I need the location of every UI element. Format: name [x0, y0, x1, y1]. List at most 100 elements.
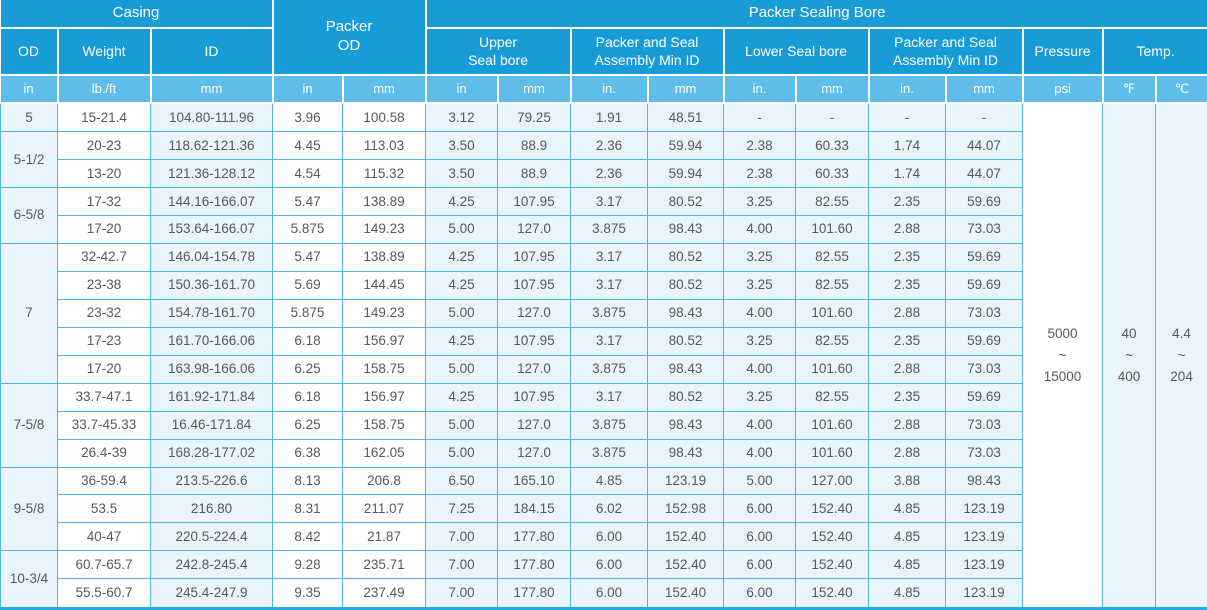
cell-od-group: 10-3/4 [0, 550, 58, 609]
table-row: 26.4-39 168.28-177.02 6.38 162.05 5.00 127.0 3… [1, 438, 1207, 468]
cell-seal-assembly-min-id-in: 3.17 [570, 326, 649, 356]
cell-seal-assembly2-min-id-mm: 73.03 [945, 438, 1024, 468]
cell-seal-assembly2-min-id-mm: 59.69 [945, 270, 1024, 300]
cell-casing-id: 161.70-166.06 [149, 326, 274, 356]
cell-od-group: 7-5/8 [0, 382, 58, 468]
header-packer-od: Packer OD [271, 0, 427, 76]
cell-packer-od-in: 5.875 [272, 298, 344, 328]
cell-seal-assembly2-min-id-in: 4.85 [868, 550, 947, 580]
cell-lower-seal-in: 6.00 [723, 550, 797, 580]
cell-lower-seal-in: 4.00 [723, 354, 797, 384]
cell-od-group: 5-1/2 [0, 131, 58, 189]
cell-seal-assembly2-min-id-in: 2.88 [868, 410, 947, 440]
cell-lower-seal-in: 4.00 [723, 438, 797, 468]
cell-packer-od-mm: 162.05 [342, 438, 427, 468]
table-row: 5-1/2 20-23 118.62-121.36 4.45 113.03 3.50 88.… [0, 131, 1207, 189]
cell-lower-seal-in: 4.00 [723, 298, 797, 328]
table-row: 13-20 121.36-128.12 4.54 115.32 3.50 88.9 2.36… [1, 159, 1207, 189]
cell-lower-seal-in: 6.00 [723, 578, 797, 609]
cell-packer-od-mm: 158.75 [342, 410, 427, 440]
cell-seal-assembly-min-id-in: 2.36 [570, 159, 649, 189]
header-lower-seal-bore: Lower Seal bore [722, 27, 870, 76]
cell-packer-od-in: 8.42 [272, 522, 344, 552]
header-packer-sealing-bore: Packer Sealing Bore [424, 0, 1207, 29]
header-unit-weight: lb./ft [56, 74, 152, 104]
cell-seal-assembly2-min-id-mm: 59.69 [945, 326, 1024, 356]
cell-upper-seal-in: 7.00 [425, 578, 499, 609]
cell-packer-od-mm: 138.89 [342, 187, 427, 217]
cell-seal-assembly2-min-id-in: 2.35 [868, 243, 947, 272]
cell-packer-od-mm: 237.49 [342, 578, 427, 609]
cell-seal-assembly-min-id-in: 3.875 [570, 438, 649, 468]
cell-packer-od-mm: 156.97 [342, 326, 427, 356]
cell-seal-assembly-min-id-in: 3.875 [570, 298, 649, 328]
cell-seal-assembly2-min-id-mm: 73.03 [945, 298, 1024, 328]
cell-lower-seal-mm: 101.60 [795, 298, 870, 328]
cell-weight: 33.7-45.33 [57, 410, 151, 440]
cell-packer-od-in: 5.47 [272, 243, 344, 272]
cell-lower-seal-in: 5.00 [723, 466, 797, 496]
cell-seal-assembly-min-id-mm: 152.40 [647, 578, 725, 609]
cell-packer-od-mm: 156.97 [342, 382, 427, 412]
cell-lower-seal-mm: 82.55 [795, 243, 870, 272]
header-unit-minid2-in: in. [867, 74, 947, 104]
cell-lower-seal-mm: 152.40 [795, 550, 870, 580]
cell-seal-assembly-min-id-in: 3.17 [570, 382, 649, 412]
cell-lower-seal-mm: 152.40 [795, 522, 870, 552]
cell-lower-seal-in: 4.00 [723, 410, 797, 440]
cell-casing-id: 144.16-166.07 [149, 187, 274, 217]
cell-packer-od-in: 5.47 [272, 187, 344, 217]
cell-seal-assembly2-min-id-mm: 44.07 [945, 131, 1024, 161]
cell-casing-id: 161.92-171.84 [149, 382, 274, 412]
cell-packer-od-in: 5.875 [272, 215, 344, 244]
cell-seal-assembly-min-id-mm: 59.94 [647, 131, 725, 161]
cell-lower-seal-mm: 101.60 [795, 438, 870, 468]
cell-seal-assembly2-min-id-in: 2.35 [868, 382, 947, 412]
header-weight: Weight [56, 27, 152, 76]
header-id: ID [149, 27, 274, 76]
cell-upper-seal-in: 7.00 [425, 550, 499, 580]
header-od: OD [0, 27, 59, 76]
header-unit-pressure: psi [1021, 74, 1104, 104]
cell-lower-seal-mm: 82.55 [795, 270, 870, 300]
cell-seal-assembly2-min-id-in: 4.85 [868, 494, 947, 524]
cell-upper-seal-mm: 107.95 [497, 187, 572, 217]
cell-weight: 26.4-39 [57, 438, 151, 468]
cell-upper-seal-in: 3.50 [425, 159, 499, 189]
cell-upper-seal-in: 5.00 [425, 354, 499, 384]
cell-od-group: 9-5/8 [0, 466, 58, 552]
table-row: 17-20 163.98-166.06 6.25 158.75 5.00 127.0 3.8… [1, 354, 1207, 384]
table-row: 55.5-60.7 245.4-247.9 9.35 237.49 7.00 177.80… [1, 578, 1207, 609]
cell-packer-od-mm: 149.23 [342, 215, 427, 244]
cell-packer-od-mm: 21.87 [342, 522, 427, 552]
header-unit-packer-in: in [271, 74, 344, 104]
cell-weight: 40-47 [57, 522, 151, 552]
cell-seal-assembly2-min-id-in: 4.85 [868, 522, 947, 552]
cell-lower-seal-mm: 152.40 [795, 494, 870, 524]
cell-seal-assembly2-min-id-mm: 123.19 [945, 578, 1024, 609]
table-row: 6-5/8 17-32 144.16-166.07 5.47 138.89 4.25 107… [0, 187, 1207, 244]
cell-upper-seal-mm: 177.80 [497, 550, 572, 580]
cell-packer-od-in: 8.13 [272, 466, 344, 496]
cell-seal-assembly2-min-id-mm: 123.19 [945, 522, 1024, 552]
cell-lower-seal-in: 6.00 [723, 522, 797, 552]
cell-casing-id: 153.64-166.07 [149, 215, 274, 244]
cell-seal-assembly-min-id-mm: 98.43 [647, 354, 725, 384]
table-row: 33.7-45.33 16.46-171.84 6.25 158.75 5.00 127.… [1, 410, 1207, 440]
cell-lower-seal-mm: 82.55 [795, 326, 870, 356]
header-unit-od-in: in [0, 74, 59, 104]
cell-packer-od-mm: 235.71 [342, 550, 427, 580]
cell-upper-seal-mm: 177.80 [497, 522, 572, 552]
cell-seal-assembly-min-id-in: 1.91 [570, 102, 649, 133]
cell-casing-id: 245.4-247.9 [149, 578, 274, 609]
cell-upper-seal-in: 4.25 [425, 243, 499, 272]
cell-seal-assembly-min-id-mm: 80.52 [647, 187, 725, 217]
cell-lower-seal-in: 3.25 [723, 326, 797, 356]
cell-upper-seal-in: 5.00 [425, 438, 499, 468]
header-unit-packer-mm: mm [341, 74, 427, 104]
cell-upper-seal-in: 4.25 [425, 326, 499, 356]
cell-seal-assembly-min-id-in: 2.36 [570, 131, 649, 161]
cell-upper-seal-mm: 107.95 [497, 382, 572, 412]
cell-seal-assembly-min-id-in: 3.875 [570, 354, 649, 384]
cell-seal-assembly-min-id-mm: 152.40 [647, 522, 725, 552]
